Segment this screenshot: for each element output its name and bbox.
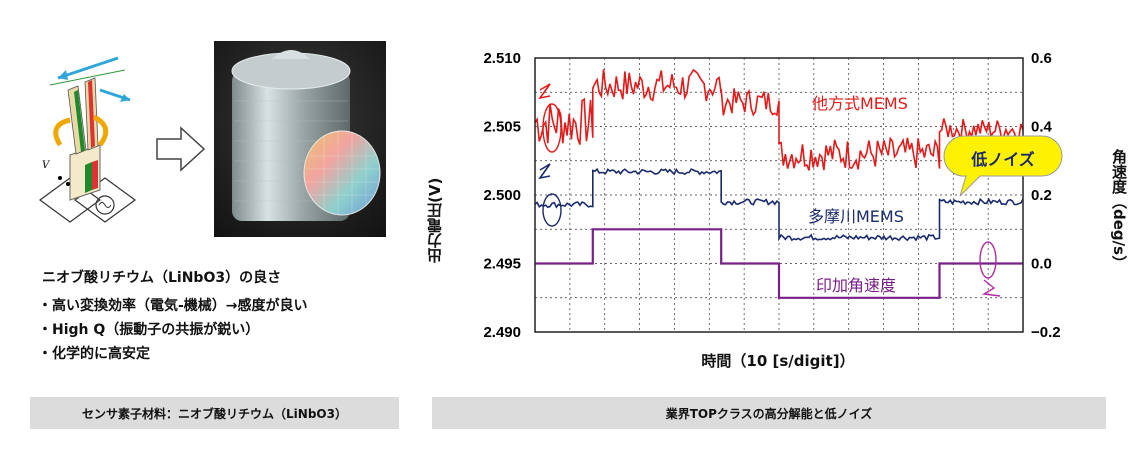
series-line-1 bbox=[534, 167, 1024, 242]
y-tick-label: 2.500 bbox=[483, 187, 521, 204]
bullet-item: ・高い変換効率（電気-機械）→感度が良い bbox=[38, 298, 308, 314]
callout-bubble bbox=[943, 135, 1063, 197]
y2-axis-title: 角速度（deg/s） bbox=[1110, 149, 1128, 271]
left-axis-indicator-blue bbox=[542, 193, 562, 227]
y2-tick-label: 0.2 bbox=[1031, 187, 1052, 204]
y-tick-label: 2.495 bbox=[483, 256, 521, 273]
series-line-0 bbox=[534, 68, 1024, 171]
series-layer bbox=[534, 68, 1024, 299]
left-axis-indicator-red bbox=[542, 103, 562, 153]
y-tick-label: 2.510 bbox=[483, 50, 521, 67]
x-axis-title: 時間（10 [s/digit]） bbox=[701, 352, 855, 370]
left-axis-indicator-red bbox=[538, 83, 551, 100]
y-tick-label: 2.490 bbox=[483, 324, 521, 341]
arrow-right-icon bbox=[156, 126, 206, 172]
bullet-item: ・High Q（振動子の共振が鋭い） bbox=[38, 322, 260, 338]
device-diagram: V bbox=[38, 56, 137, 223]
series-label-other-mems: 他方式MEMS bbox=[812, 94, 908, 113]
right-axis-indicator-purple bbox=[981, 279, 1001, 297]
y-tick-label: 2.505 bbox=[483, 119, 521, 136]
series-line-2 bbox=[535, 228, 1023, 299]
y2-tick-label: −0.2 bbox=[1031, 324, 1061, 341]
plot-frame bbox=[534, 57, 1024, 333]
chart-caption: 業界TOPクラスの高分解能と低ノイズ bbox=[432, 397, 1106, 429]
y2-tick-label: 0.0 bbox=[1031, 256, 1052, 273]
y2-tick-label: 0.4 bbox=[1031, 119, 1053, 136]
material-bullets: ・高い変換効率（電気-機械）→感度が良い ・High Q（振動子の共振が鋭い） … bbox=[38, 294, 308, 366]
left-axis-indicator-blue bbox=[538, 163, 551, 180]
annotations bbox=[538, 83, 1001, 297]
chart: 2.510 2.505 2.500 2.495 2.490 0.6 0.4 0.2 0.0 −0… bbox=[483, 50, 1061, 341]
callout-text: 低ノイズ bbox=[971, 150, 1035, 169]
series-label-tamagawa-mems: 多摩川MEMS bbox=[808, 207, 904, 226]
crystal-photo bbox=[214, 41, 386, 237]
right-axis-ticks: 0.6 0.4 0.2 0.0 −0.2 bbox=[1031, 50, 1061, 341]
material-heading: ニオブ酸リチウム（LiNbO3）の良さ bbox=[42, 270, 282, 286]
bullet-item: ・化学的に高安定 bbox=[38, 346, 150, 362]
y-axis-title: 出力電圧(V) bbox=[426, 177, 444, 263]
series-label-applied-rate: 印加角速度 bbox=[816, 276, 897, 295]
y2-tick-label: 0.6 bbox=[1031, 50, 1052, 67]
left-axis-ticks: 2.510 2.505 2.500 2.495 2.490 bbox=[483, 50, 521, 341]
left-caption: センサ素子材料：ニオブ酸リチウム（LiNbO3） bbox=[30, 397, 399, 429]
diagram-voltage-label: V bbox=[42, 160, 51, 171]
right-axis-indicator-purple bbox=[979, 241, 997, 279]
